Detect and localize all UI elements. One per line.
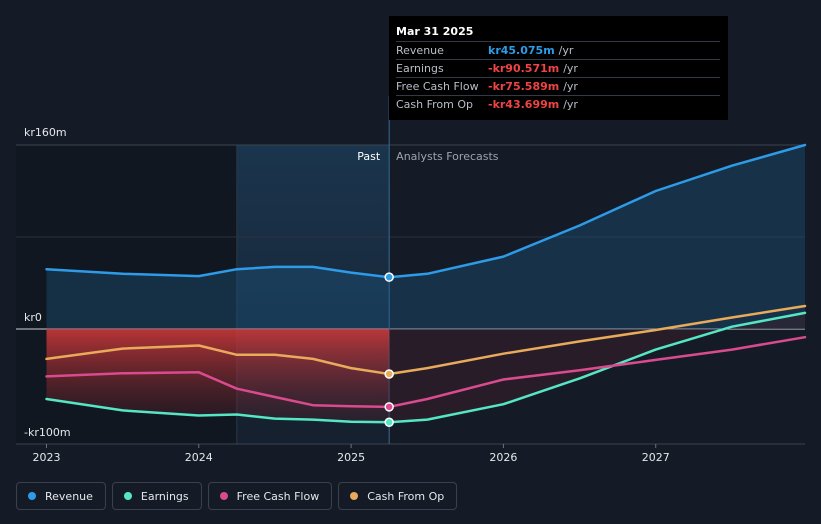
tooltip-row-label: Cash From Op — [396, 98, 474, 111]
tooltip-row-value: -kr90.571m — [488, 62, 560, 75]
revenue-area — [46, 145, 805, 329]
tooltip-row-value: -kr75.589m — [488, 80, 560, 93]
loss-area — [46, 329, 390, 423]
past-label: Past — [357, 150, 381, 163]
cash-from-op-marker — [384, 369, 394, 379]
earnings-marker — [384, 417, 394, 428]
tooltip-row-unit: /yr — [563, 80, 578, 93]
x-tick-label: 2023 — [32, 451, 60, 464]
tooltip-row-label: Earnings — [396, 62, 444, 75]
chart-legend: Revenue Earnings Free Cash Flow Cash From O… — [16, 482, 458, 510]
x-tick-label: 2026 — [489, 451, 517, 464]
legend-label: Cash From Op — [367, 489, 445, 503]
x-tick-label: 2025 — [337, 451, 365, 464]
tooltip-row: Free Cash Flow -kr75.589m/yr — [396, 77, 720, 95]
tooltip-row: Earnings -kr90.571m/yr — [396, 59, 720, 77]
legend-label: Earnings — [140, 489, 189, 503]
forecast-label: Analysts Forecasts — [396, 150, 499, 163]
free-cash-flow-line — [45, 335, 807, 409]
tooltip-row-label: Free Cash Flow — [396, 80, 479, 93]
tooltip-row: Cash From Op -kr43.699m/yr — [396, 95, 720, 113]
y-tick-label: kr0 — [24, 311, 42, 324]
y-tick-label: kr160m — [24, 126, 67, 139]
tooltip-row-label: Revenue — [396, 44, 444, 57]
tooltip-panel: Mar 31 2025 Revenue kr45.075m/yr Earnings -… — [389, 16, 728, 120]
legend-dot-icon — [123, 492, 132, 500]
legend-dot-icon — [219, 492, 228, 500]
legend-item-revenue[interactable]: Revenue — [16, 482, 106, 510]
legend-item-free-cash-flow[interactable]: Free Cash Flow — [207, 482, 333, 510]
x-tick-label: 2024 — [185, 451, 213, 464]
tooltip-row: Revenue kr45.075m/yr — [396, 41, 720, 59]
x-tick-label: 2027 — [642, 451, 670, 464]
tooltip-row-value: kr45.075m — [488, 44, 555, 57]
legend-label: Free Cash Flow — [236, 489, 320, 503]
free-cash-flow-marker — [384, 402, 394, 412]
revenue-line — [45, 143, 807, 279]
tooltip-row-unit: /yr — [558, 44, 574, 57]
tooltip-row-unit: /yr — [563, 98, 578, 111]
y-tick-label: -kr100m — [24, 426, 71, 439]
legend-dot-icon — [28, 492, 36, 500]
legend-item-earnings[interactable]: Earnings — [111, 482, 202, 510]
legend-label: Revenue — [45, 489, 93, 503]
earnings-line — [45, 311, 807, 424]
legend-item-cash-from-op[interactable]: Cash From Op — [338, 482, 458, 510]
legend-dot-icon — [350, 492, 359, 500]
cash-from-op-line — [45, 304, 807, 376]
revenue-marker — [384, 272, 394, 282]
tooltip-date: Mar 31 2025 — [396, 25, 474, 38]
tooltip-row-unit: /yr — [563, 62, 578, 75]
tooltip-row-value: -kr43.699m — [488, 98, 560, 111]
